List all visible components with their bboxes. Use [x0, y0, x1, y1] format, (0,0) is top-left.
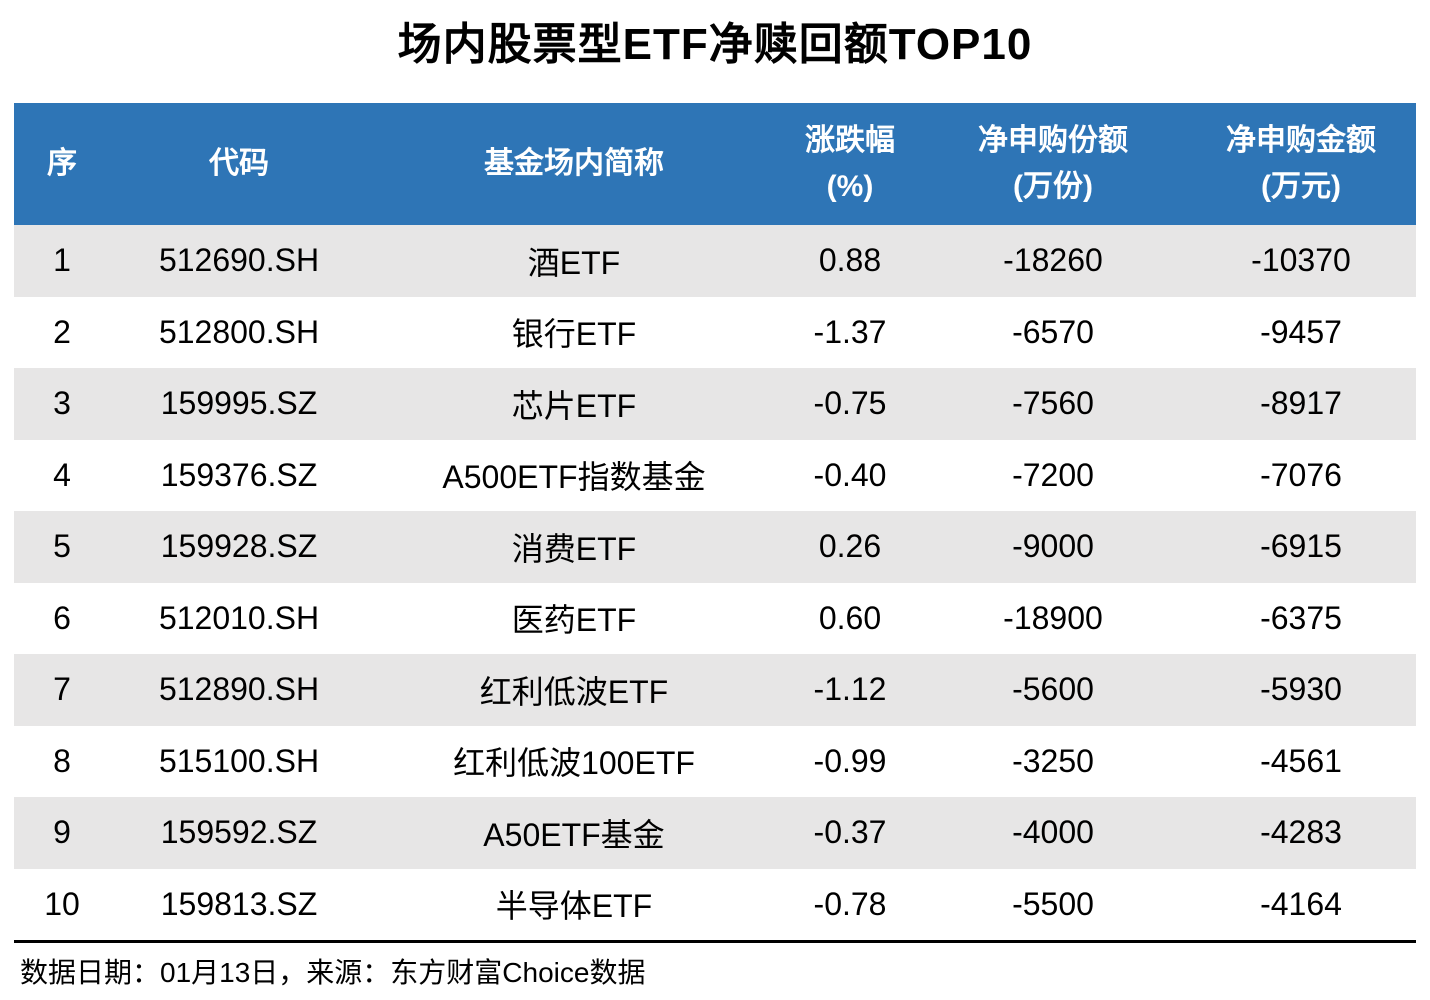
table-row: 7 512890.SH 红利低波ETF -1.12 -5600 -5930	[14, 654, 1416, 726]
cell-rank: 9	[53, 814, 71, 851]
cell-code: 159592.SZ	[160, 814, 318, 851]
cell-fund-name: 消费ETF	[511, 530, 637, 567]
source-note: 数据日期：01月13日，来源：东方财富Choice数据	[20, 957, 646, 988]
table-row: 1 512690.SH 酒ETF 0.88 -18260 -10370	[14, 225, 1416, 297]
cell-change-pct: -0.99	[813, 742, 887, 779]
cell-net-amount: -6915	[1260, 528, 1342, 565]
header-cell-net-amount: 净申购金额 (万元)	[1186, 103, 1416, 225]
cell-net-shares: -3250	[1012, 742, 1094, 779]
header-cell-fund-name: 基金场内简称	[368, 103, 780, 225]
header-cell-net-shares: 净申购份额 (万份)	[920, 103, 1186, 225]
cell-fund-name: 芯片ETF	[511, 387, 637, 424]
header-label: 代码	[209, 146, 269, 180]
cell-code: 512690.SH	[158, 242, 320, 279]
cell-code: 512800.SH	[158, 313, 320, 350]
header-sublabel: (%)	[826, 170, 874, 203]
header-label: 序	[47, 146, 77, 180]
header-cell-rank: 序	[14, 103, 110, 225]
cell-rank: 7	[53, 671, 71, 708]
cell-rank: 2	[53, 313, 71, 350]
header-cell-code: 代码	[110, 103, 368, 225]
cell-rank: 5	[53, 528, 71, 565]
header-sublabel: (万元)	[1261, 170, 1341, 203]
cell-net-amount: -4561	[1260, 742, 1342, 779]
cell-change-pct: -0.40	[813, 456, 887, 493]
cell-change-pct: -1.37	[813, 313, 887, 350]
header-label: 基金场内简称	[484, 146, 664, 180]
cell-change-pct: 0.60	[818, 599, 882, 636]
cell-net-shares: -5500	[1012, 885, 1094, 922]
header-label: 涨跌幅	[805, 123, 895, 157]
cell-rank: 1	[53, 242, 71, 279]
cell-net-amount: -9457	[1260, 313, 1342, 350]
cell-rank: 10	[44, 885, 80, 922]
cell-fund-name: 半导体ETF	[495, 888, 653, 925]
cell-net-amount: -10370	[1251, 242, 1351, 279]
cell-change-pct: 0.26	[818, 528, 882, 565]
header-label: 净申购份额	[978, 123, 1128, 157]
table-row: 6 512010.SH 医药ETF 0.60 -18900 -6375	[14, 582, 1416, 654]
table-row: 9 159592.SZ A50ETF基金 -0.37 -4000 -4283	[14, 797, 1416, 869]
cell-rank: 8	[53, 742, 71, 779]
cell-net-amount: -8917	[1260, 385, 1342, 422]
cell-fund-name: 银行ETF	[511, 316, 637, 353]
cell-net-amount: -7076	[1260, 456, 1342, 493]
cell-net-amount: -5930	[1260, 671, 1342, 708]
cell-change-pct: 0.88	[818, 242, 882, 279]
cell-fund-name: 红利低波100ETF	[453, 745, 695, 782]
table-row: 3 159995.SZ 芯片ETF -0.75 -7560 -8917	[14, 368, 1416, 440]
cell-fund-name: A50ETF基金	[483, 816, 665, 853]
header-cell-change-pct: 涨跌幅 (%)	[780, 103, 920, 225]
cell-code: 159813.SZ	[160, 885, 318, 922]
cell-code: 159376.SZ	[160, 456, 318, 493]
cell-net-amount: -6375	[1260, 599, 1342, 636]
header-label: 净申购金额	[1226, 123, 1376, 157]
etf-net-redemption-table: 序 代码 基金场内简称 涨跌幅 (%) 净申购份额 (万份) 净申购金额 (万元…	[14, 103, 1416, 940]
cell-code: 159928.SZ	[160, 528, 318, 565]
cell-net-shares: -5600	[1012, 671, 1094, 708]
cell-change-pct: -0.37	[813, 814, 887, 851]
cell-net-shares: -7560	[1012, 385, 1094, 422]
table-row: 4 159376.SZ A500ETF指数基金 -0.40 -7200 -707…	[14, 439, 1416, 511]
table-row: 8 515100.SH 红利低波100ETF -0.99 -3250 -4561	[14, 725, 1416, 797]
cell-net-amount: -4283	[1260, 814, 1342, 851]
cell-net-shares: -9000	[1012, 528, 1094, 565]
cell-fund-name: A500ETF指数基金	[442, 459, 706, 496]
table-row: 5 159928.SZ 消费ETF 0.26 -9000 -6915	[14, 511, 1416, 583]
cell-rank: 3	[53, 385, 71, 422]
table-body: 1 512690.SH 酒ETF 0.88 -18260 -10370 2 51…	[14, 225, 1416, 940]
table-header: 序 代码 基金场内简称 涨跌幅 (%) 净申购份额 (万份) 净申购金额 (万元…	[14, 103, 1416, 225]
cell-net-shares: -6570	[1012, 313, 1094, 350]
cell-change-pct: -0.78	[813, 885, 887, 922]
cell-net-shares: -7200	[1012, 456, 1094, 493]
cell-code: 512890.SH	[158, 671, 320, 708]
cell-change-pct: -1.12	[813, 671, 887, 708]
cell-rank: 6	[53, 599, 71, 636]
table-row: 2 512800.SH 银行ETF -1.37 -6570 -9457	[14, 296, 1416, 368]
cell-code: 159995.SZ	[160, 385, 318, 422]
cell-net-shares: -4000	[1012, 814, 1094, 851]
cell-change-pct: -0.75	[813, 385, 887, 422]
cell-fund-name: 酒ETF	[527, 244, 621, 281]
cell-rank: 4	[53, 456, 71, 493]
cell-net-amount: -4164	[1260, 885, 1342, 922]
cell-code: 515100.SH	[158, 742, 320, 779]
cell-fund-name: 红利低波ETF	[479, 673, 669, 710]
table-row: 10 159813.SZ 半导体ETF -0.78 -5500 -4164	[14, 868, 1416, 940]
cell-fund-name: 医药ETF	[511, 602, 637, 639]
page-title: 场内股票型ETF净赎回额TOP10	[397, 20, 1033, 69]
header-sublabel: (万份)	[1013, 170, 1093, 203]
cell-net-shares: -18260	[1003, 242, 1103, 279]
footer-divider	[14, 940, 1416, 943]
cell-code: 512010.SH	[158, 599, 320, 636]
cell-net-shares: -18900	[1003, 599, 1103, 636]
